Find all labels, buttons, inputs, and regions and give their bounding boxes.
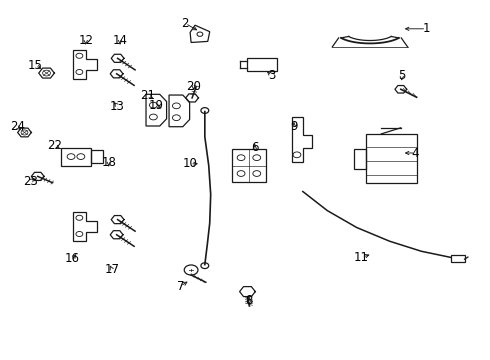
Text: 21: 21 bbox=[141, 89, 155, 102]
Text: 12: 12 bbox=[78, 34, 93, 47]
Text: 11: 11 bbox=[354, 251, 369, 264]
Text: 3: 3 bbox=[268, 69, 276, 82]
Text: 9: 9 bbox=[290, 120, 298, 132]
Text: 18: 18 bbox=[101, 156, 116, 169]
Text: 20: 20 bbox=[186, 80, 201, 93]
Bar bbox=[366, 134, 417, 183]
Text: 22: 22 bbox=[48, 139, 62, 152]
Text: 4: 4 bbox=[412, 147, 419, 159]
Text: 14: 14 bbox=[113, 34, 127, 47]
Bar bbox=[354, 149, 366, 169]
Text: 5: 5 bbox=[398, 69, 406, 82]
Text: 10: 10 bbox=[183, 157, 197, 170]
Bar bbox=[451, 255, 465, 262]
Text: 7: 7 bbox=[176, 280, 184, 293]
Bar bbox=[61, 148, 91, 166]
Bar bbox=[91, 150, 103, 163]
Bar bbox=[232, 149, 266, 182]
Text: 17: 17 bbox=[104, 263, 119, 276]
Text: 1: 1 bbox=[422, 22, 430, 35]
Text: 8: 8 bbox=[245, 294, 253, 307]
Text: 23: 23 bbox=[23, 175, 38, 188]
Text: 6: 6 bbox=[251, 141, 259, 154]
Text: 19: 19 bbox=[148, 99, 163, 112]
Text: 13: 13 bbox=[110, 100, 125, 113]
Text: 16: 16 bbox=[65, 252, 80, 265]
Bar bbox=[247, 58, 277, 71]
Text: 15: 15 bbox=[28, 59, 43, 72]
Text: 24: 24 bbox=[10, 120, 24, 133]
Text: 2: 2 bbox=[181, 17, 189, 30]
